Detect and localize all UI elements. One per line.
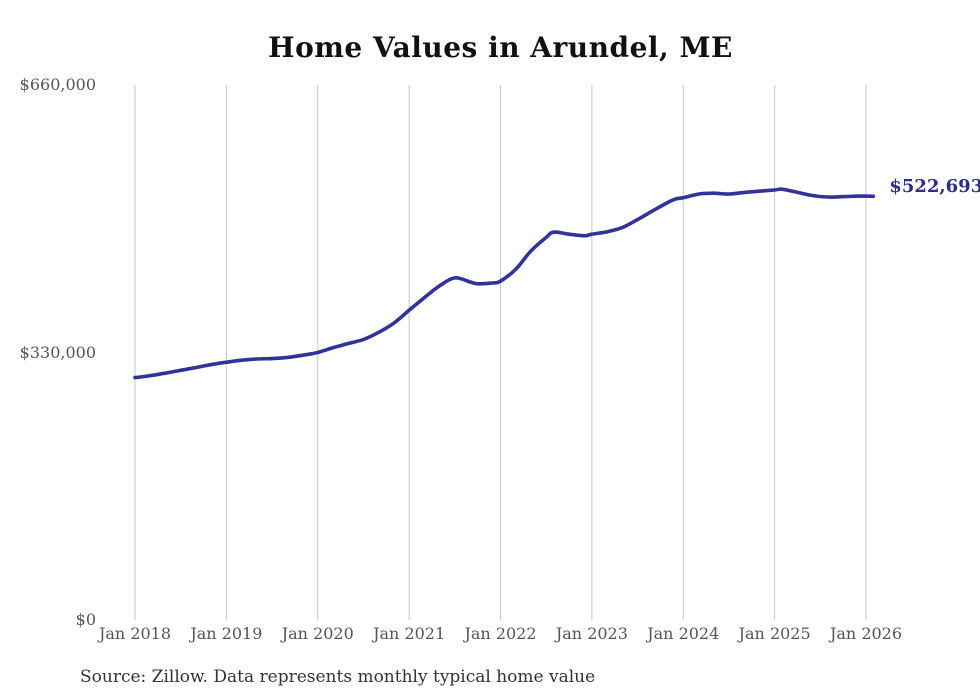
x-tick-label: Jan 2019 <box>190 624 263 643</box>
x-tick-label: Jan 2022 <box>464 624 537 643</box>
home-value-line <box>133 187 876 380</box>
current-value-label: $522,693 <box>889 176 980 198</box>
y-tick-label: $330,000 <box>19 342 96 362</box>
source-note: Source: Zillow. Data represents monthly … <box>80 667 596 687</box>
y-tick-label: $660,000 <box>19 75 96 94</box>
x-tick-label: Jan 2020 <box>281 624 354 643</box>
y-tick-label: $0 <box>75 610 96 629</box>
x-tick-label: Jan 2025 <box>738 624 811 643</box>
x-tick-label: Jan 2024 <box>647 624 720 643</box>
x-tick-label: Jan 2018 <box>98 624 172 643</box>
x-tick-label: Jan 2021 <box>373 624 446 643</box>
gridlines <box>134 85 867 620</box>
x-tick-label: Jan 2023 <box>555 624 628 643</box>
x-tick-label: Jan 2026 <box>829 624 903 643</box>
chart-title: Home Values in Arundel, ME <box>268 31 733 64</box>
